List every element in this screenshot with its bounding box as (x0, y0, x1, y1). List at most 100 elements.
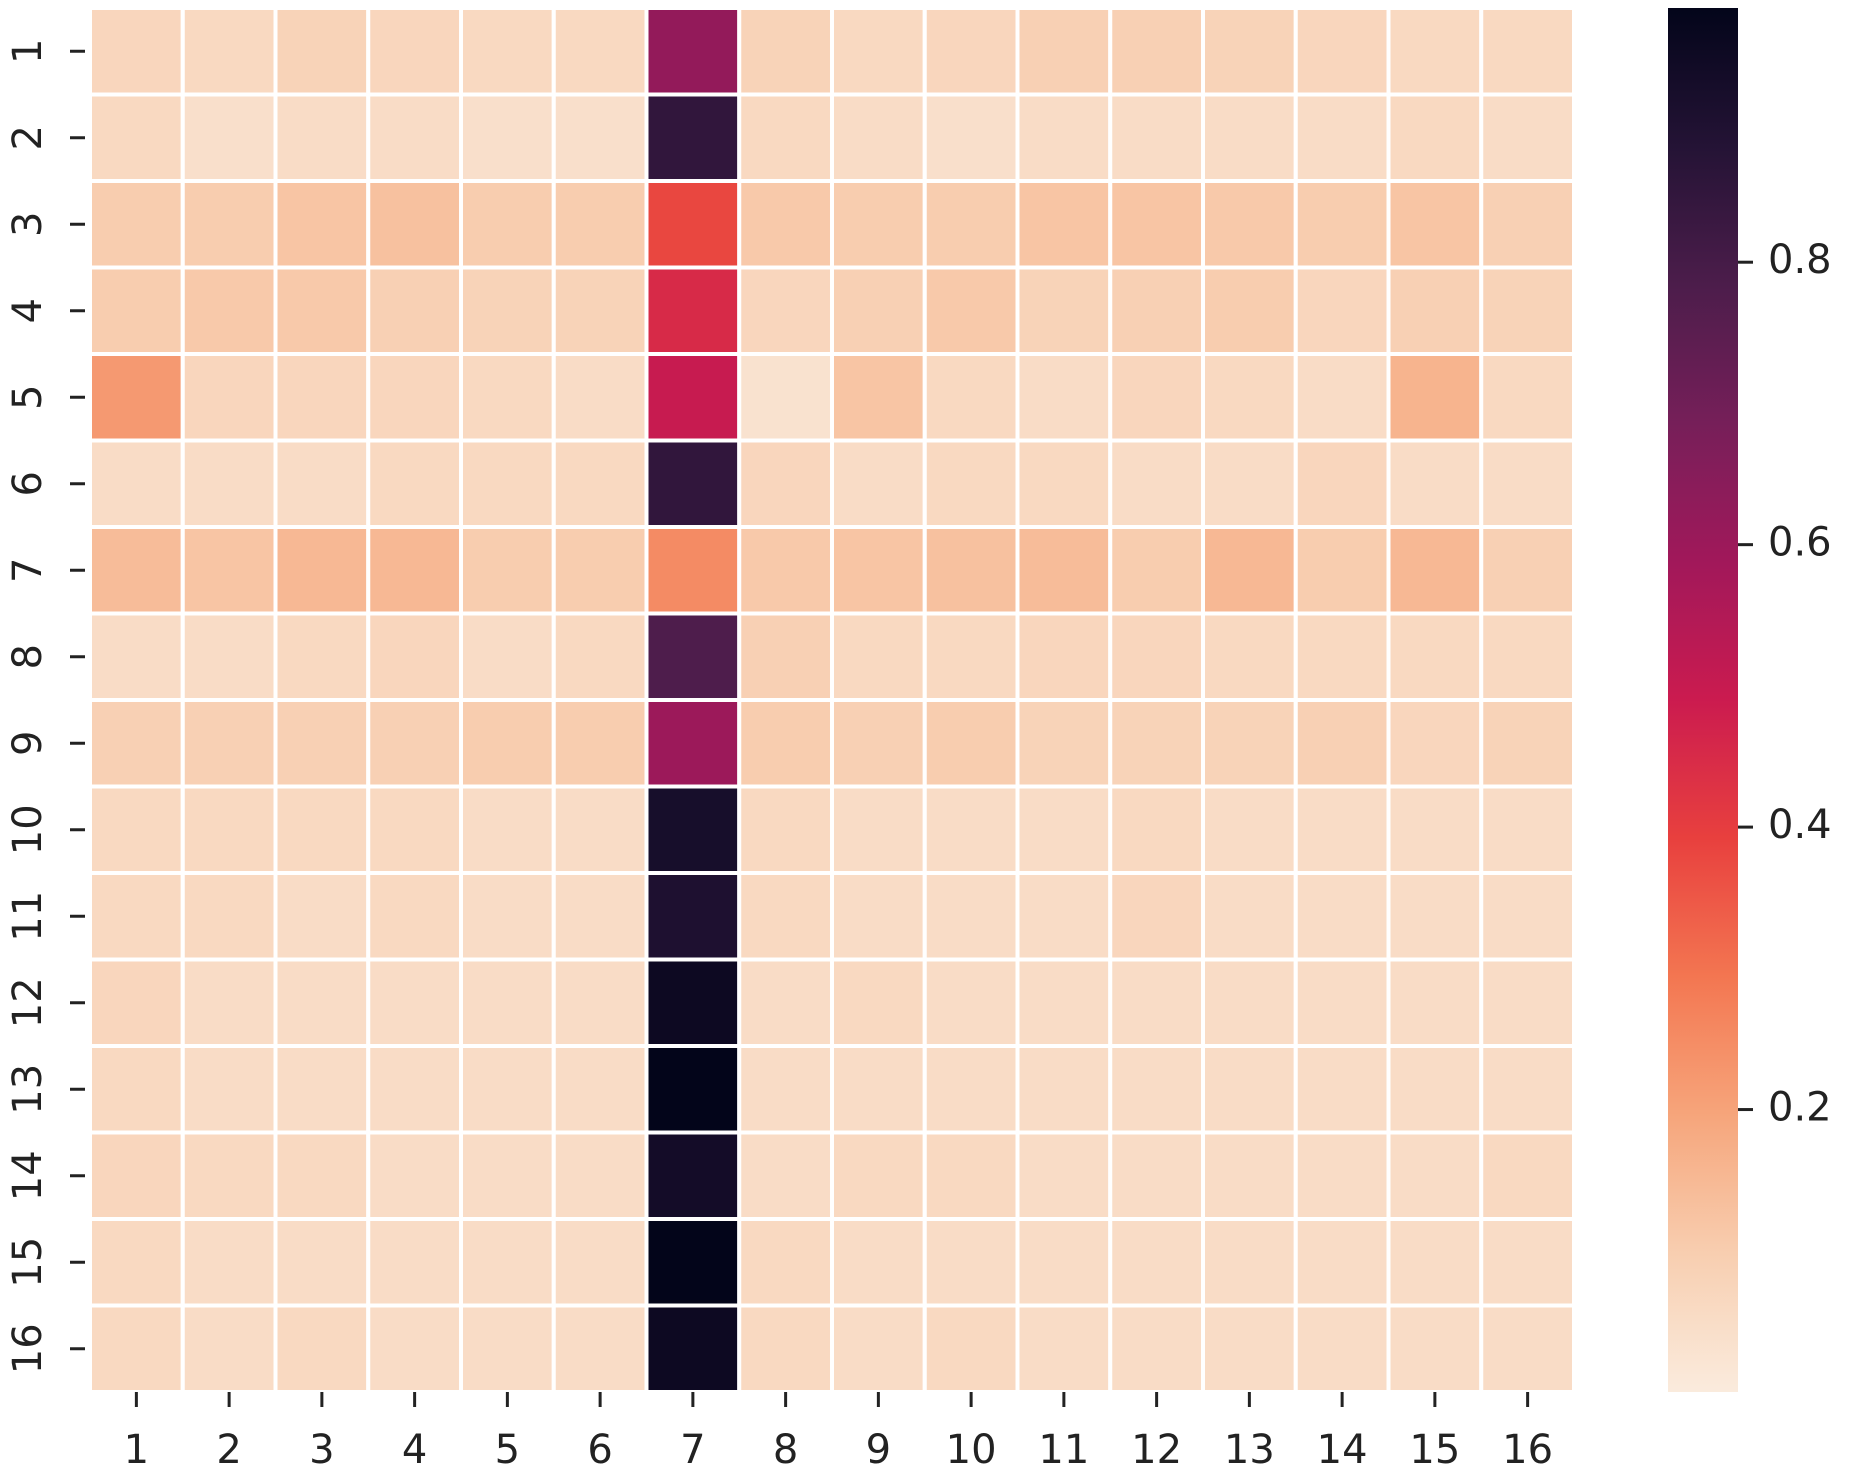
heatmap-cell (1479, 957, 1576, 1048)
heatmap-cell (88, 1217, 185, 1308)
heatmap-cell (830, 352, 927, 443)
heatmap-cell (88, 438, 185, 529)
heatmap-cell (1015, 92, 1113, 183)
heatmap-cell (551, 1303, 649, 1394)
heatmap-cell (1293, 438, 1391, 529)
colorbar (1668, 8, 1738, 1392)
heatmap-cell (644, 1130, 742, 1221)
heatmap-cell (1015, 1217, 1113, 1308)
heatmap-cell (922, 92, 1020, 183)
heatmap-cell (1479, 179, 1576, 270)
heatmap-cell (1293, 6, 1391, 97)
heatmap-cell (366, 784, 463, 875)
y-tick-label: 11 (5, 891, 51, 942)
heatmap-cell (273, 698, 371, 789)
heatmap-cell (1479, 1044, 1576, 1135)
heatmap-cell (1015, 871, 1113, 962)
heatmap-cell (737, 784, 834, 875)
heatmap-cell (1015, 525, 1113, 616)
heatmap-cell (88, 698, 185, 789)
heatmap-cell (737, 6, 834, 97)
colorbar-tick-label: 0.2 (1768, 1085, 1832, 1131)
heatmap-cell (366, 1217, 463, 1308)
heatmap-cell (1386, 871, 1484, 962)
heatmap-cell (180, 611, 278, 702)
heatmap-cell (1479, 611, 1576, 702)
heatmap-cell (1201, 784, 1298, 875)
y-tick-label: 3 (5, 212, 51, 237)
heatmap-cell (922, 698, 1020, 789)
heatmap-cell (644, 1217, 742, 1308)
heatmap-cell (459, 871, 556, 962)
heatmap-cell (180, 784, 278, 875)
heatmap-cell (551, 179, 649, 270)
y-tick-label: 2 (5, 125, 51, 150)
heatmap-cell (459, 352, 556, 443)
heatmap-cell (1015, 698, 1113, 789)
heatmap-cell (459, 525, 556, 616)
colorbar-tick-label: 0.4 (1768, 802, 1832, 848)
heatmap-cell (88, 784, 185, 875)
heatmap-cell (551, 784, 649, 875)
heatmap-cell (922, 871, 1020, 962)
heatmap-cell (1108, 1044, 1205, 1135)
heatmap-cell (1479, 871, 1576, 962)
heatmap-cell (1108, 1217, 1205, 1308)
heatmap-cell (1201, 1303, 1298, 1394)
heatmap-cell (551, 698, 649, 789)
heatmap-cell (1386, 438, 1484, 529)
heatmap-cell (88, 1130, 185, 1221)
heatmap-cell (180, 957, 278, 1048)
heatmap-cell (1293, 1044, 1391, 1135)
y-tick-label: 12 (5, 977, 51, 1028)
heatmap-cell (180, 1217, 278, 1308)
heatmap-cell (459, 179, 556, 270)
heatmap-cell (273, 265, 371, 356)
y-tick-label: 16 (5, 1323, 51, 1374)
heatmap-cell (459, 92, 556, 183)
colorbar-tick-label: 0.6 (1768, 520, 1832, 566)
heatmap-cell (922, 1130, 1020, 1221)
heatmap-cell (1479, 525, 1576, 616)
heatmap-cell (737, 352, 834, 443)
heatmap-cell (1293, 1130, 1391, 1221)
heatmap-cell (1386, 265, 1484, 356)
heatmap-cell (1108, 179, 1205, 270)
heatmap-cell (180, 179, 278, 270)
heatmap-cell (88, 6, 185, 97)
heatmap-cell (830, 92, 927, 183)
heatmap-cell (1015, 438, 1113, 529)
heatmap-cell (273, 6, 371, 97)
heatmap-cell (1108, 871, 1205, 962)
heatmap-cell (180, 1044, 278, 1135)
heatmap-cell (180, 438, 278, 529)
heatmap-cell (366, 1303, 463, 1394)
heatmap-cell (366, 871, 463, 962)
heatmap-cell (1386, 1130, 1484, 1221)
heatmap-cell (273, 438, 371, 529)
heatmap-cell (551, 92, 649, 183)
heatmap-cell (922, 1044, 1020, 1135)
y-tick-label: 9 (5, 731, 51, 756)
heatmap-cell (1015, 957, 1113, 1048)
heatmap-cell (737, 1044, 834, 1135)
heatmap-cell (644, 6, 742, 97)
heatmap-cell (1479, 6, 1576, 97)
heatmap-cell (644, 1303, 742, 1394)
heatmap-cell (922, 438, 1020, 529)
heatmap-cell (1108, 698, 1205, 789)
heatmap-cell (180, 1130, 278, 1221)
heatmap-cell (1108, 611, 1205, 702)
heatmap-cell (644, 525, 742, 616)
heatmap-cell (830, 1130, 927, 1221)
heatmap-cell (1386, 1303, 1484, 1394)
heatmap-cell (551, 525, 649, 616)
heatmap-cell (551, 871, 649, 962)
heatmap-cell (830, 1044, 927, 1135)
heatmap-cell (1201, 179, 1298, 270)
heatmap-cell (1108, 784, 1205, 875)
heatmap-cell (459, 6, 556, 97)
heatmap-cell (551, 6, 649, 97)
heatmap-cell (737, 1303, 834, 1394)
x-tick-label: 8 (773, 1427, 798, 1473)
